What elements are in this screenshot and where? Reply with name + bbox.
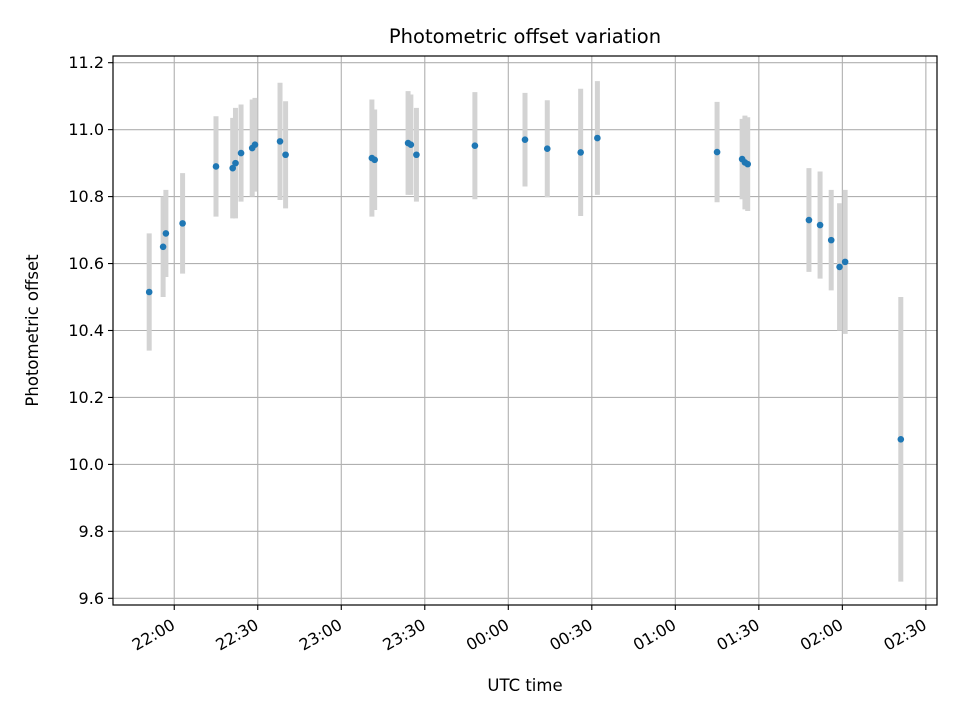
data-point: [407, 141, 415, 149]
data-point: [841, 258, 849, 266]
chart-title: Photometric offset variation: [389, 25, 661, 48]
data-point: [816, 221, 824, 229]
y-tick-label: 9.6: [79, 589, 104, 608]
data-point: [162, 230, 170, 237]
data-point: [471, 142, 479, 150]
data-point: [159, 243, 167, 251]
y-tick-label: 10.8: [68, 187, 104, 206]
y-tick-label: 11.2: [68, 53, 104, 72]
data-point: [827, 236, 835, 244]
data-point: [805, 216, 813, 224]
data-point: [237, 149, 245, 157]
data-point: [543, 145, 551, 153]
data-point: [521, 136, 529, 143]
data-point: [413, 151, 420, 159]
data-point: [713, 148, 721, 156]
data-point: [251, 141, 259, 149]
y-tick-label: 10.2: [68, 388, 104, 407]
data-point: [282, 151, 289, 159]
y-tick-label: 10.4: [68, 321, 104, 340]
data-point: [371, 156, 378, 164]
y-tick-label: 10.6: [68, 254, 104, 273]
y-tick-label: 10.0: [68, 455, 104, 474]
y-tick-label: 11.0: [68, 120, 104, 139]
data-point: [276, 138, 284, 145]
data-point: [836, 263, 843, 271]
x-axis-title: UTC time: [487, 676, 562, 695]
data-point: [145, 288, 153, 296]
grid-lines: [113, 56, 937, 605]
data-point: [577, 149, 584, 156]
data-points: [145, 134, 905, 443]
data-point: [229, 164, 237, 172]
y-tick-label: 9.8: [79, 522, 104, 541]
data-point: [594, 134, 601, 142]
data-point: [744, 160, 752, 168]
data-point: [232, 159, 239, 167]
data-point: [212, 163, 220, 170]
data-point: [897, 435, 905, 443]
y-axis-title: Photometric offset: [23, 254, 42, 407]
data-point: [179, 220, 186, 227]
